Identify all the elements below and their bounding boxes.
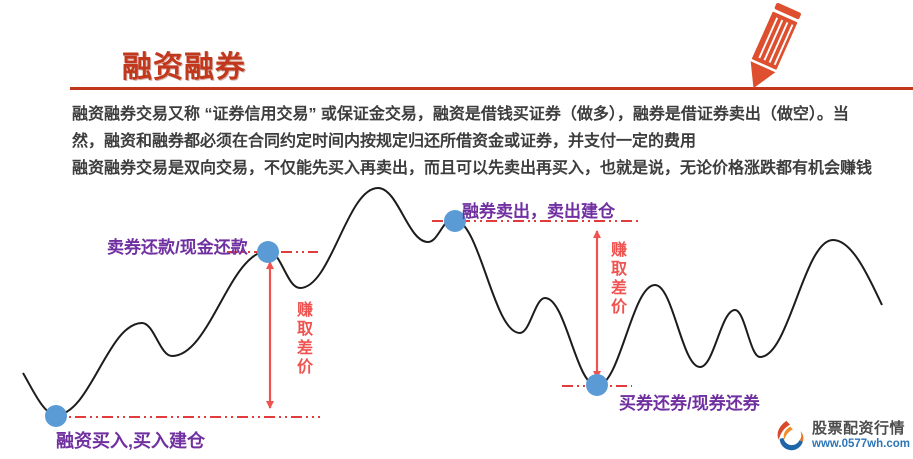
- logo-site-name: 股票配资行情: [812, 420, 906, 438]
- logo-text: 股票配资行情 www.0577wh.com: [812, 421, 910, 450]
- site-logo: 股票配资行情 www.0577wh.com: [774, 417, 910, 455]
- page-title: 融资融券: [122, 51, 246, 84]
- logo-site-url: www.0577wh.com: [812, 437, 910, 450]
- label-margin-buy: 融资买入,买入建仓: [56, 431, 206, 451]
- buy-repay-point: [586, 374, 608, 396]
- label-sell-repay: 卖券还款/现金还款: [107, 238, 248, 257]
- margin-buy-point: [45, 405, 67, 427]
- body-line: 融资融券交易又称 “证券信用交易” 或保证金交易，融资是借钱买证券（做多），融券…: [72, 106, 849, 123]
- label-short-sell: 融券卖出，卖出建仓: [462, 202, 615, 221]
- price-curve: [22, 186, 883, 417]
- label-profit-spread-right: 赚取差价: [608, 241, 625, 317]
- logo-flame-icon: [777, 420, 804, 451]
- label-profit-spread-left: 赚取差价: [294, 301, 311, 377]
- label-buy-repay: 买券还券/现券还券: [619, 394, 760, 413]
- body-paragraph: 融资融券交易又称 “证券信用交易” 或保证金交易，融资是借钱买证券（做多），融券…: [72, 101, 908, 182]
- body-line: 融资融券交易是双向交易，不仅能先买入再卖出，而且可以先卖出再买入，也就是说，无论…: [72, 160, 873, 177]
- body-line: 然，融资和融券都必须在合同约定时间内按规定归还所借资金或证券，并支付一定的费用: [72, 133, 697, 150]
- title-underline: [70, 87, 913, 90]
- pencil-icon: [750, 2, 801, 89]
